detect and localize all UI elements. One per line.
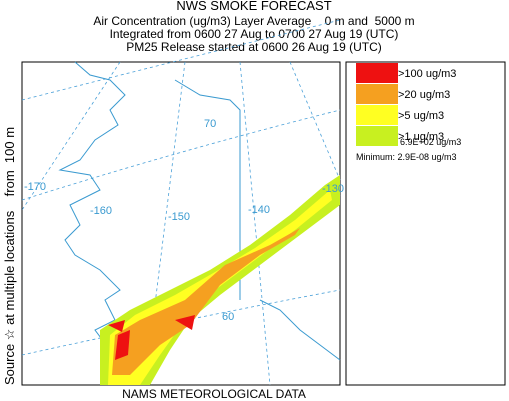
subtitle: Integrated from 0600 27 Aug to 0700 27 A… — [110, 27, 399, 41]
map: -170 -160 -150 -140 -130 70 60 — [21, 19, 344, 386]
subtitle: Air Concentration (ug/m3) Layer Average … — [93, 14, 414, 28]
legend-maximum: Maximum: 6.9E+02 ug/m3 — [356, 137, 461, 147]
legend-minimum: Minimum: 2.9E-08 ug/m3 — [356, 152, 457, 162]
footer: NAMS METEOROLOGICAL DATA — [122, 387, 306, 401]
latitude-label: 60 — [222, 311, 234, 323]
legend-label: >1 ug/m3 — [398, 131, 444, 143]
legend: Maximum: 6.9E+02 ug/m3 Minimum: 2.9E-08 … — [345, 61, 506, 386]
longitude-label: -170 — [24, 181, 46, 193]
title: NWS SMOKE FORECAST — [176, 0, 331, 13]
longitude-label: -150 — [168, 211, 190, 223]
longitude-label: -130 — [322, 183, 344, 195]
plume — [112, 228, 300, 375]
longitude-label: -160 — [90, 205, 112, 217]
latitude-label: 70 — [204, 118, 216, 130]
grid-line — [21, 19, 341, 101]
legend-swatch — [356, 63, 398, 83]
source-label: Source ☆ at multiple locations from 100 … — [2, 127, 17, 385]
longitude-label: -140 — [248, 204, 270, 216]
grid-line — [21, 109, 341, 201]
legend-label: >20 ug/m3 — [398, 89, 450, 101]
coastline — [259, 299, 341, 361]
legend-swatch — [356, 84, 398, 104]
plume — [108, 315, 195, 360]
legend-label: >5 ug/m3 — [398, 110, 444, 122]
border — [174, 79, 241, 300]
subtitle: PM25 Release started at 0600 26 Aug 19 (… — [126, 40, 381, 54]
legend-swatch — [356, 126, 398, 146]
legend-swatch — [356, 105, 398, 125]
legend-label: >100 ug/m3 — [398, 68, 456, 80]
grid-line — [239, 61, 271, 386]
